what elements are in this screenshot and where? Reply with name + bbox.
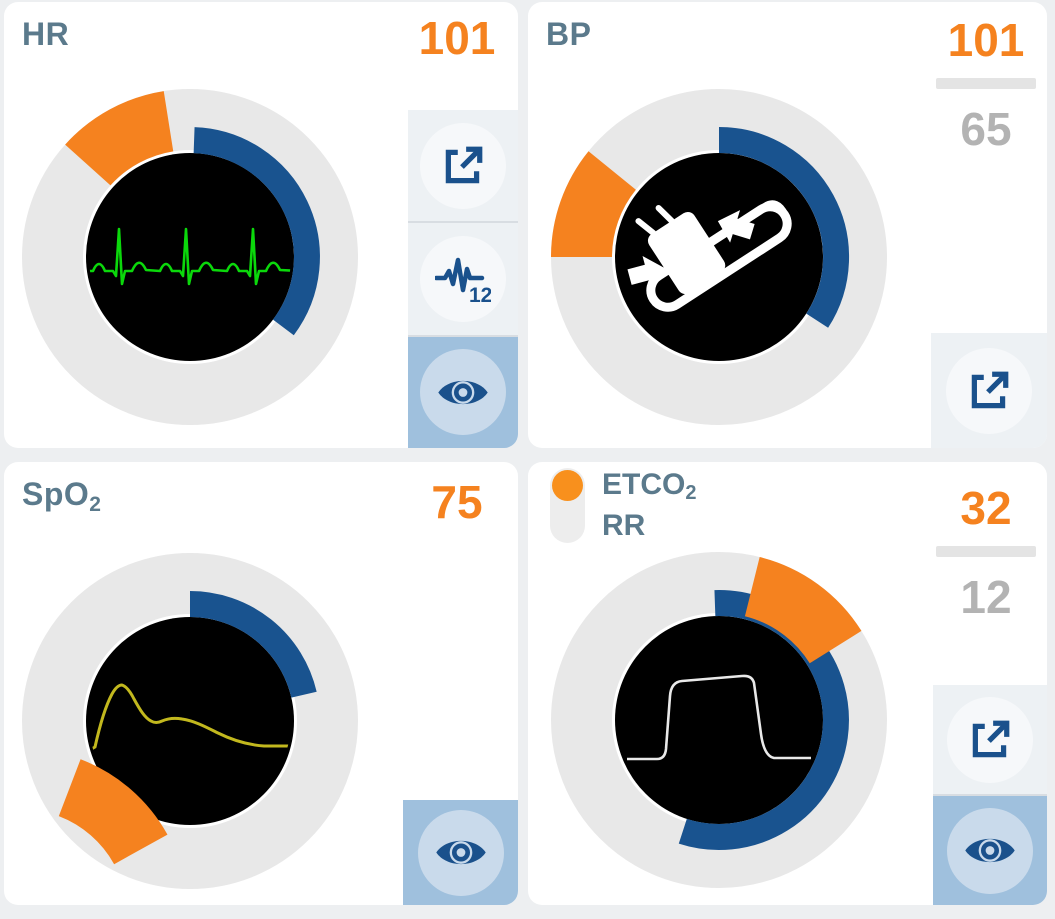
etco2-button-panel (933, 685, 1047, 905)
etco2-alarm-arc (743, 557, 862, 665)
spo2-card: SpO2 75 (4, 462, 518, 905)
etco2-value: 32 (960, 482, 1012, 534)
ecg-waveform (89, 227, 291, 286)
hr-alarm-arc (65, 91, 175, 187)
bp-title: BP (546, 16, 592, 52)
etco2-waveform-display (615, 616, 823, 824)
eye-icon (438, 380, 488, 404)
svg-text:12: 12 (469, 284, 491, 304)
hr-gauge (22, 89, 358, 425)
open-in-new-icon (972, 720, 1010, 757)
hr-value-block: 101 (404, 14, 510, 62)
etco2-expand-button[interactable] (933, 685, 1047, 794)
hr-12-lead-button[interactable]: 12 (408, 221, 518, 335)
capnogram-waveform (627, 674, 811, 761)
bp-systolic-value: 101 (947, 14, 1025, 66)
hr-expand-button[interactable] (408, 110, 518, 222)
bp-button-panel (931, 333, 1047, 448)
spo2-title: SpO2 (22, 476, 102, 516)
bp-alarm-arc (551, 151, 637, 258)
bp-cuff-icon (627, 200, 792, 312)
etco2-card: ETCO2 RR 32 12 (528, 462, 1047, 905)
etco2-value-divider (936, 546, 1036, 557)
etco2-toggle-label: ETCO2 (602, 468, 697, 504)
eye-icon (965, 838, 1015, 863)
bp-value-block: 101 65 (933, 16, 1039, 153)
bp-value-divider (936, 78, 1036, 89)
spo2-gauge (22, 553, 358, 889)
open-in-new-icon (971, 371, 1009, 408)
spo2-value: 75 (431, 476, 483, 528)
hr-visibility-toggle[interactable] (408, 334, 518, 448)
open-in-new-icon (445, 146, 483, 183)
hr-title: HR (22, 16, 70, 52)
etco2-value-block: 32 12 (933, 484, 1039, 621)
etco2-rr-toggle[interactable] (550, 468, 585, 543)
hr-button-panel: 12 (408, 110, 518, 448)
spo2-gauge-ring (22, 553, 358, 889)
spo2-range-arc (189, 591, 317, 698)
spo2-button-panel (403, 800, 518, 905)
etco2-gauge-ring (551, 552, 887, 888)
toggle-knob (552, 470, 583, 501)
spo2-visibility-toggle[interactable] (403, 800, 518, 905)
etco2-gauge (551, 552, 887, 888)
hr-card: HR 101 12 (4, 2, 518, 448)
rr-toggle-label: RR (602, 509, 646, 542)
rr-value: 12 (960, 571, 1012, 623)
ecg-12-lead-icon: 12 (435, 257, 491, 304)
etco2-toggle-labels: ETCO2 RR (602, 466, 696, 544)
hr-gauge-ring (22, 89, 358, 425)
hr-value: 101 (418, 12, 496, 64)
bp-expand-button[interactable] (931, 333, 1047, 448)
spo2-alarm-arc (57, 759, 168, 866)
hr-range-arc (193, 127, 320, 336)
hr-waveform-display (86, 153, 294, 361)
bp-card: BP 101 65 (528, 2, 1047, 448)
bp-range-arc (718, 127, 849, 328)
pleth-waveform (89, 683, 291, 753)
eye-icon (435, 840, 486, 865)
bp-diastolic-value: 65 (960, 103, 1012, 155)
bp-gauge (551, 89, 887, 425)
etco2-visibility-toggle[interactable] (933, 794, 1047, 905)
spo2-value-block: 75 (404, 478, 510, 526)
